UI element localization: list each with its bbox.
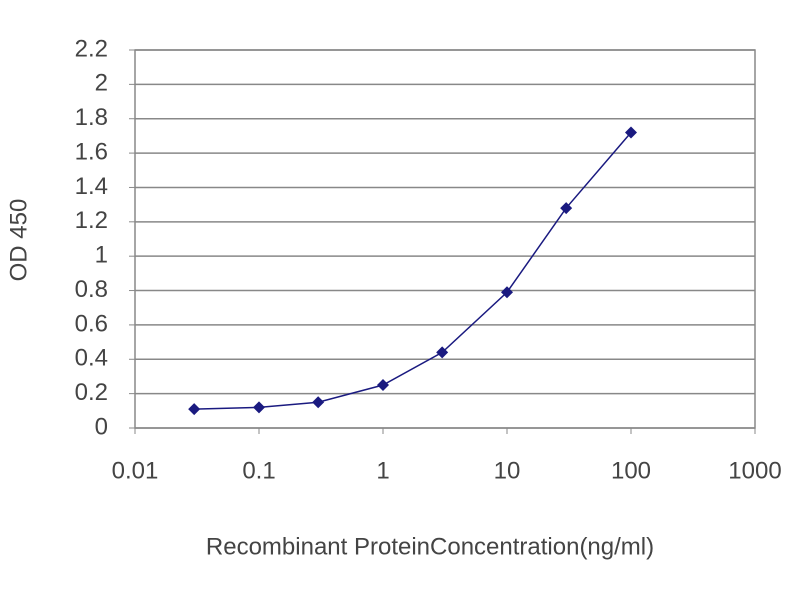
data-point bbox=[625, 126, 637, 139]
y-axis-label: OD 450 bbox=[5, 199, 32, 282]
x-axis-label: Recombinant ProteinConcentration(ng/ml) bbox=[206, 533, 654, 560]
data-point bbox=[312, 396, 325, 409]
y-tick-label: 0.4 bbox=[75, 345, 108, 372]
y-tick-label: 0.6 bbox=[75, 310, 108, 337]
x-tick-label: 0.1 bbox=[242, 457, 275, 484]
data-point bbox=[377, 379, 389, 392]
y-tick-label: 1.8 bbox=[75, 104, 108, 131]
y-tick-label: 2 bbox=[95, 70, 108, 97]
y-tick-label: 1.6 bbox=[75, 138, 108, 165]
x-tick-label: 10 bbox=[494, 457, 521, 484]
y-tick-label: 1.2 bbox=[75, 207, 108, 234]
y-tick-label: 1 bbox=[95, 242, 108, 269]
data-point bbox=[501, 286, 513, 299]
data-point bbox=[560, 202, 573, 215]
y-tick-label: 0.8 bbox=[75, 276, 108, 303]
plot-area bbox=[134, 49, 756, 429]
data-point bbox=[436, 346, 449, 359]
x-tick-label: 0.01 bbox=[112, 457, 159, 484]
series-line bbox=[194, 131, 632, 410]
y-tick-label: 0 bbox=[95, 413, 108, 440]
x-tick-label: 1 bbox=[376, 457, 389, 484]
data-point bbox=[253, 401, 265, 414]
y-tick-label: 2.2 bbox=[75, 35, 108, 62]
x-tick-label: 100 bbox=[611, 457, 651, 484]
x-tick-label: 1000 bbox=[728, 457, 781, 484]
y-tick-label: 0.2 bbox=[75, 379, 108, 406]
y-tick-label: 1.4 bbox=[75, 173, 108, 200]
data-point bbox=[188, 403, 201, 416]
